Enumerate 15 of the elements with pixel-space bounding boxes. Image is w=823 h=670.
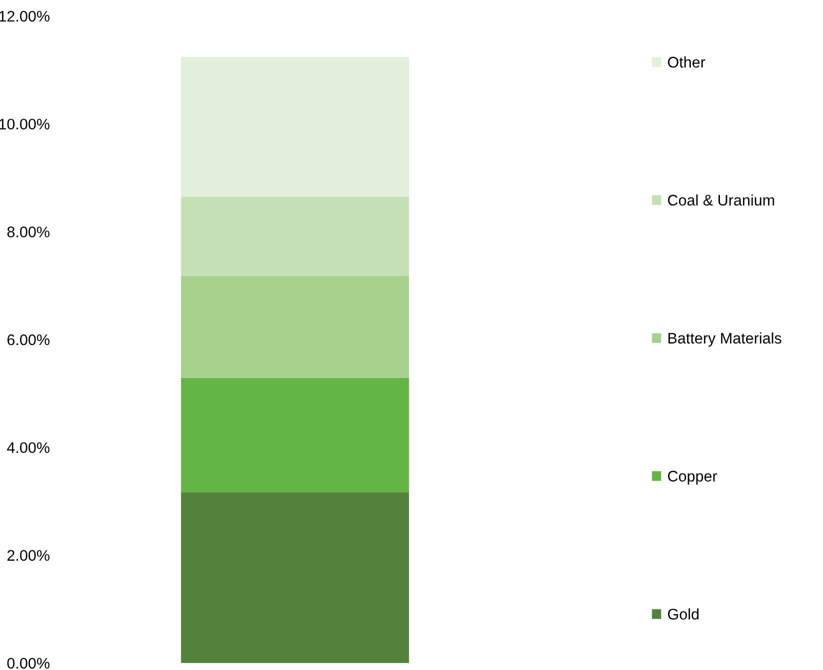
y-tick-label: 0.00% <box>7 658 50 669</box>
bar <box>181 196 409 276</box>
bar <box>181 492 409 663</box>
y-tick-label: 8.00% <box>7 226 50 238</box>
legend-label: Coal & Uranium <box>668 194 774 206</box>
y-tick-label: 6.00% <box>7 334 50 346</box>
bar <box>181 56 409 197</box>
bar <box>181 276 409 378</box>
legend-label: Gold <box>668 608 699 620</box>
y-tick-label: 2.00% <box>7 550 50 561</box>
y-tick-label: 4.00% <box>7 442 50 454</box>
legend-label: Battery Materials <box>668 332 782 347</box>
legend-label: Other <box>668 56 706 68</box>
bar <box>181 378 409 492</box>
legend-label: Copper <box>668 470 718 485</box>
